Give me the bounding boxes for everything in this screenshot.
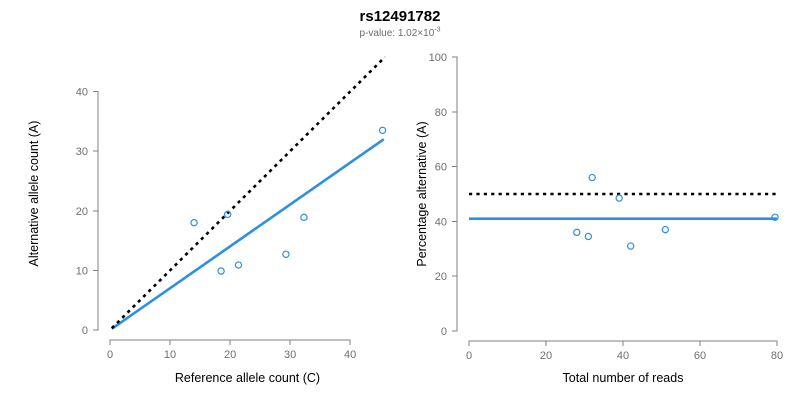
data-point [584, 232, 593, 241]
y-tick-label: 60 [435, 162, 447, 174]
data-point [378, 126, 387, 135]
x-tick-label: 20 [224, 349, 236, 361]
reference-line [110, 56, 386, 330]
y-tick-label: 20 [76, 206, 88, 218]
x-axis [109, 339, 351, 345]
right-plot-group: 0 20 40 60 80 0 20 40 60 80 100 Total number of rea… [415, 52, 783, 385]
y-tick-label: 40 [76, 87, 88, 99]
y-axis-title: Percentage alternative (A) [415, 121, 429, 266]
y-axis [93, 91, 99, 331]
x-tick-label: 30 [284, 349, 296, 361]
y-tick-label: 100 [429, 52, 447, 64]
data-point [190, 219, 198, 227]
data-point [300, 213, 308, 222]
x-axis [468, 340, 778, 346]
percentage-alternative-scatter-svg: 0 20 40 60 80 0 20 40 60 80 100 Total number of rea… [415, 52, 783, 385]
x-tick-label: 60 [694, 350, 706, 362]
left-plot-canvas: 0 10 20 30 40 0 10 20 30 40 Reference allele count… [27, 56, 387, 385]
right-plot-canvas: 0 20 40 60 80 0 20 40 60 80 100 Total number of rea… [400, 0, 800, 400]
data-point [223, 210, 232, 219]
data-point [615, 194, 623, 202]
x-axis-title: Total number of reads [563, 371, 684, 385]
x-tick-label: 0 [466, 350, 472, 362]
left-plot-group: 0 10 20 30 40 0 10 20 30 40 Reference allele count… [27, 56, 387, 385]
figure-header: rs12491782 p-value: 1.02×10-3 [0, 0, 800, 41]
data-point [588, 173, 596, 182]
data-point [626, 242, 635, 250]
y-tick-label: 0 [441, 326, 447, 338]
pvalue-exponent: -3 [434, 26, 441, 34]
y-axis [452, 56, 458, 332]
x-tick-label: 20 [540, 350, 552, 362]
data-point [234, 261, 243, 269]
y-tick-label: 80 [435, 107, 447, 119]
x-axis-title: Reference allele count (C) [175, 371, 320, 385]
y-axis-title: Alternative allele count (A) [27, 121, 41, 267]
y-tick-label: 40 [435, 216, 447, 228]
x-tick-label: 40 [344, 349, 356, 361]
pvalue-text: p-value: 1.02×10 [359, 28, 435, 39]
data-point [771, 213, 779, 221]
fit-line [111, 138, 385, 330]
x-tick-label: 0 [107, 349, 113, 361]
y-tick-label: 0 [82, 325, 88, 337]
y-tick-label: 20 [435, 271, 447, 283]
pvalue-subtitle: p-value: 1.02×10-3 [0, 27, 800, 41]
x-tick-label: 10 [164, 349, 176, 361]
data-point [661, 225, 670, 234]
x-tick-label: 80 [771, 350, 783, 362]
y-tick-label: 30 [76, 146, 88, 158]
x-tick-label: 40 [617, 350, 629, 362]
right-plot-panel: 0 20 40 60 80 0 20 40 60 80 100 Total number of rea… [400, 0, 800, 400]
left-plot-panel: 0 10 20 30 40 0 10 20 30 40 Reference allele count… [27, 56, 387, 385]
y-tick-label: 10 [76, 265, 88, 277]
allele-count-scatter-svg: 0 10 20 30 40 0 10 20 30 40 Reference allele count… [27, 56, 387, 385]
data-point [217, 267, 225, 275]
data-point [573, 228, 581, 237]
page-title: rs12491782 [359, 8, 441, 25]
data-point [282, 250, 290, 258]
